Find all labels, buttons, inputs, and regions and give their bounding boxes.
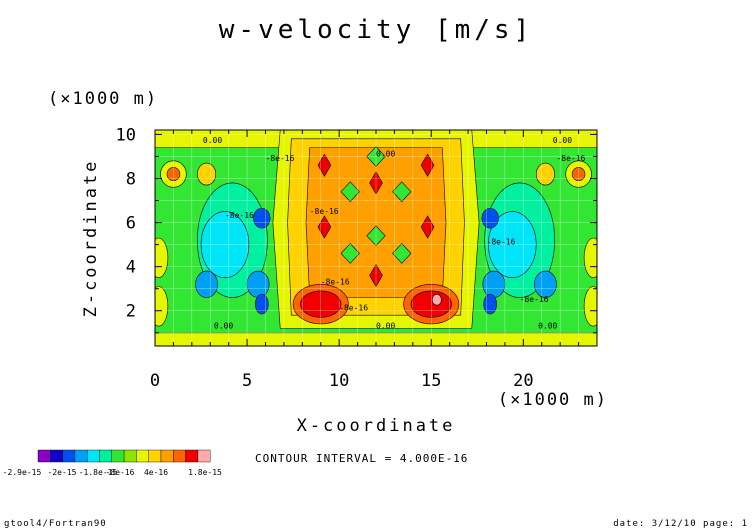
colorbar-label: 4e-16 xyxy=(144,468,168,477)
y-tick-label: 8 xyxy=(126,169,136,189)
region-edge-yellow xyxy=(155,286,169,327)
contour-label: 0.00 xyxy=(203,136,222,145)
region-edge-orange xyxy=(197,162,217,186)
contour-label: -8e-16 xyxy=(487,238,516,247)
colorbar-label: -2.9e-15 xyxy=(3,468,42,477)
region-blue-spot xyxy=(253,207,271,229)
region-edge-yellow xyxy=(155,237,169,278)
y-axis: 2 4 6 8 10 xyxy=(116,125,597,334)
footer-left: gtool4/Fortran90 xyxy=(4,519,107,529)
region-green-diamond xyxy=(392,181,412,203)
region-edge-yellow xyxy=(583,237,597,278)
contour-label: -8e-16 xyxy=(225,211,254,220)
contour-labels-layer: 0.00 0.00 0.00 0.00 0.00 0.00 -8e-16 -8e-16 -8e-… xyxy=(203,136,586,330)
region-pink-spot xyxy=(431,293,442,306)
region-red-diamond xyxy=(420,153,435,177)
colorbar-swatch xyxy=(123,449,137,463)
colorbar-swatch xyxy=(197,449,211,463)
x-tick-label: 0 xyxy=(150,371,160,391)
contour-label: -8e-16 xyxy=(520,295,549,304)
region-side-blue xyxy=(246,270,270,298)
region-side-blue xyxy=(482,270,506,298)
colorbar-swatch xyxy=(111,449,125,463)
region-side-blue xyxy=(534,270,557,298)
contour-label: 0.00 xyxy=(214,321,233,330)
region-edge-orange xyxy=(535,162,555,186)
x-axis-unit: (×1000 m) xyxy=(498,390,608,410)
x-tick-label: 15 xyxy=(421,371,441,391)
contour-label: 0.00 xyxy=(376,149,395,158)
region-blue-spot xyxy=(483,293,497,315)
colorbar-label: 1.8e-15 xyxy=(188,468,222,477)
region-green-diamond xyxy=(340,243,360,264)
contour-label: 0.00 xyxy=(538,321,557,330)
colorbar-swatch xyxy=(173,449,186,463)
x-axis-label: X-coordinate xyxy=(297,416,456,436)
region-green-diamond xyxy=(392,243,412,264)
contour-label: 0.00 xyxy=(553,136,572,145)
colorbar-label: -1.8e-15 xyxy=(79,468,118,477)
region-red-diamond xyxy=(420,215,435,239)
x-tick-label: 20 xyxy=(513,371,533,391)
colorbar-swatch xyxy=(99,449,113,463)
contour-label: -8e-16 xyxy=(310,207,339,216)
y-tick-label: 4 xyxy=(126,258,136,278)
colorbar-swatch xyxy=(74,449,88,463)
x-tick-label: 5 xyxy=(242,371,252,391)
colorbar: -2.9e-15 -2e-15 -1.8e-15-8e-16 4e-16 1.8e-15 xyxy=(3,449,222,477)
colorbar-swatch xyxy=(148,449,162,463)
region-red-diamond xyxy=(317,215,332,239)
x-axis: 0 5 10 15 20 xyxy=(150,130,598,391)
colorbar-swatch xyxy=(185,449,199,463)
colorbar-swatch xyxy=(37,449,51,463)
region-blue-spot xyxy=(255,293,269,315)
region-edge-yellow xyxy=(583,286,597,327)
colorbar-swatch xyxy=(50,449,63,463)
contour-label: -8e-16 xyxy=(266,154,295,163)
contour-label: 0.00 xyxy=(376,321,395,330)
contour-label: -8e-16 xyxy=(556,154,585,163)
y-axis-unit: (×1000 m) xyxy=(48,89,158,109)
colorbar-label: -2e-15 xyxy=(48,468,77,477)
x-tick-label: 10 xyxy=(329,371,349,391)
region-red-diamond xyxy=(317,153,332,177)
y-tick-label: 2 xyxy=(126,302,136,322)
footer-right: date: 3/12/10 page: 1 xyxy=(613,519,748,529)
contour-interval: CONTOUR INTERVAL = 4.000E-16 xyxy=(255,452,468,465)
colorbar-swatch xyxy=(160,449,174,463)
colorbar-swatch xyxy=(86,449,100,463)
y-tick-label: 10 xyxy=(116,125,136,145)
contour-label: -8e-16 xyxy=(321,277,350,286)
region-side-blue xyxy=(195,270,218,298)
region-blue-spot xyxy=(481,207,499,229)
colorbar-swatch xyxy=(136,449,149,463)
y-axis-label: Z-coordinate xyxy=(81,159,101,318)
y-tick-label: 6 xyxy=(126,214,136,234)
chart-title: w-velocity [m/s] xyxy=(219,15,533,45)
colorbar-swatch xyxy=(62,449,76,463)
region-green-diamond xyxy=(340,181,360,203)
contour-label: -8e-16 xyxy=(339,304,368,313)
colorbar-label: -8e-16 xyxy=(106,468,135,477)
